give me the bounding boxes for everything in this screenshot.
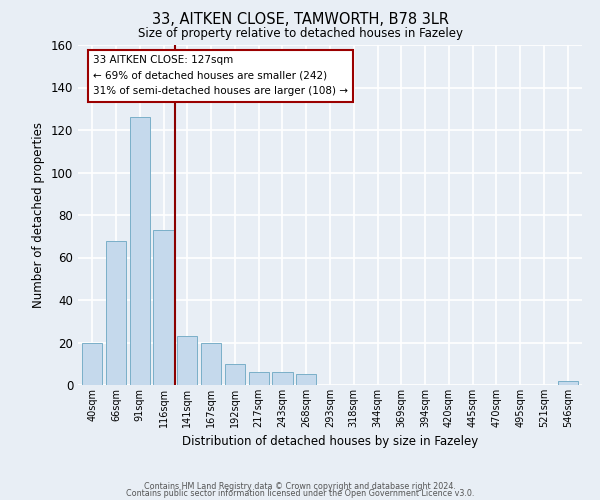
Text: Size of property relative to detached houses in Fazeley: Size of property relative to detached ho… (137, 28, 463, 40)
Bar (296, 374, 316, 385)
Bar (248, 372, 269, 385)
Bar (130, 117, 150, 385)
Text: Contains public sector information licensed under the Open Government Licence v3: Contains public sector information licen… (126, 490, 474, 498)
Bar (154, 230, 173, 385)
Bar (225, 364, 245, 385)
Bar (557, 381, 578, 385)
Text: 33 AITKEN CLOSE: 127sqm
← 69% of detached houses are smaller (242)
31% of semi-d: 33 AITKEN CLOSE: 127sqm ← 69% of detache… (93, 55, 348, 96)
X-axis label: Distribution of detached houses by size in Fazeley: Distribution of detached houses by size … (182, 436, 478, 448)
Bar (201, 342, 221, 385)
Bar (272, 372, 293, 385)
Text: Contains HM Land Registry data © Crown copyright and database right 2024.: Contains HM Land Registry data © Crown c… (144, 482, 456, 491)
Bar (106, 240, 126, 385)
Bar (82, 342, 103, 385)
Bar (177, 336, 197, 385)
Y-axis label: Number of detached properties: Number of detached properties (32, 122, 45, 308)
Text: 33, AITKEN CLOSE, TAMWORTH, B78 3LR: 33, AITKEN CLOSE, TAMWORTH, B78 3LR (151, 12, 449, 28)
